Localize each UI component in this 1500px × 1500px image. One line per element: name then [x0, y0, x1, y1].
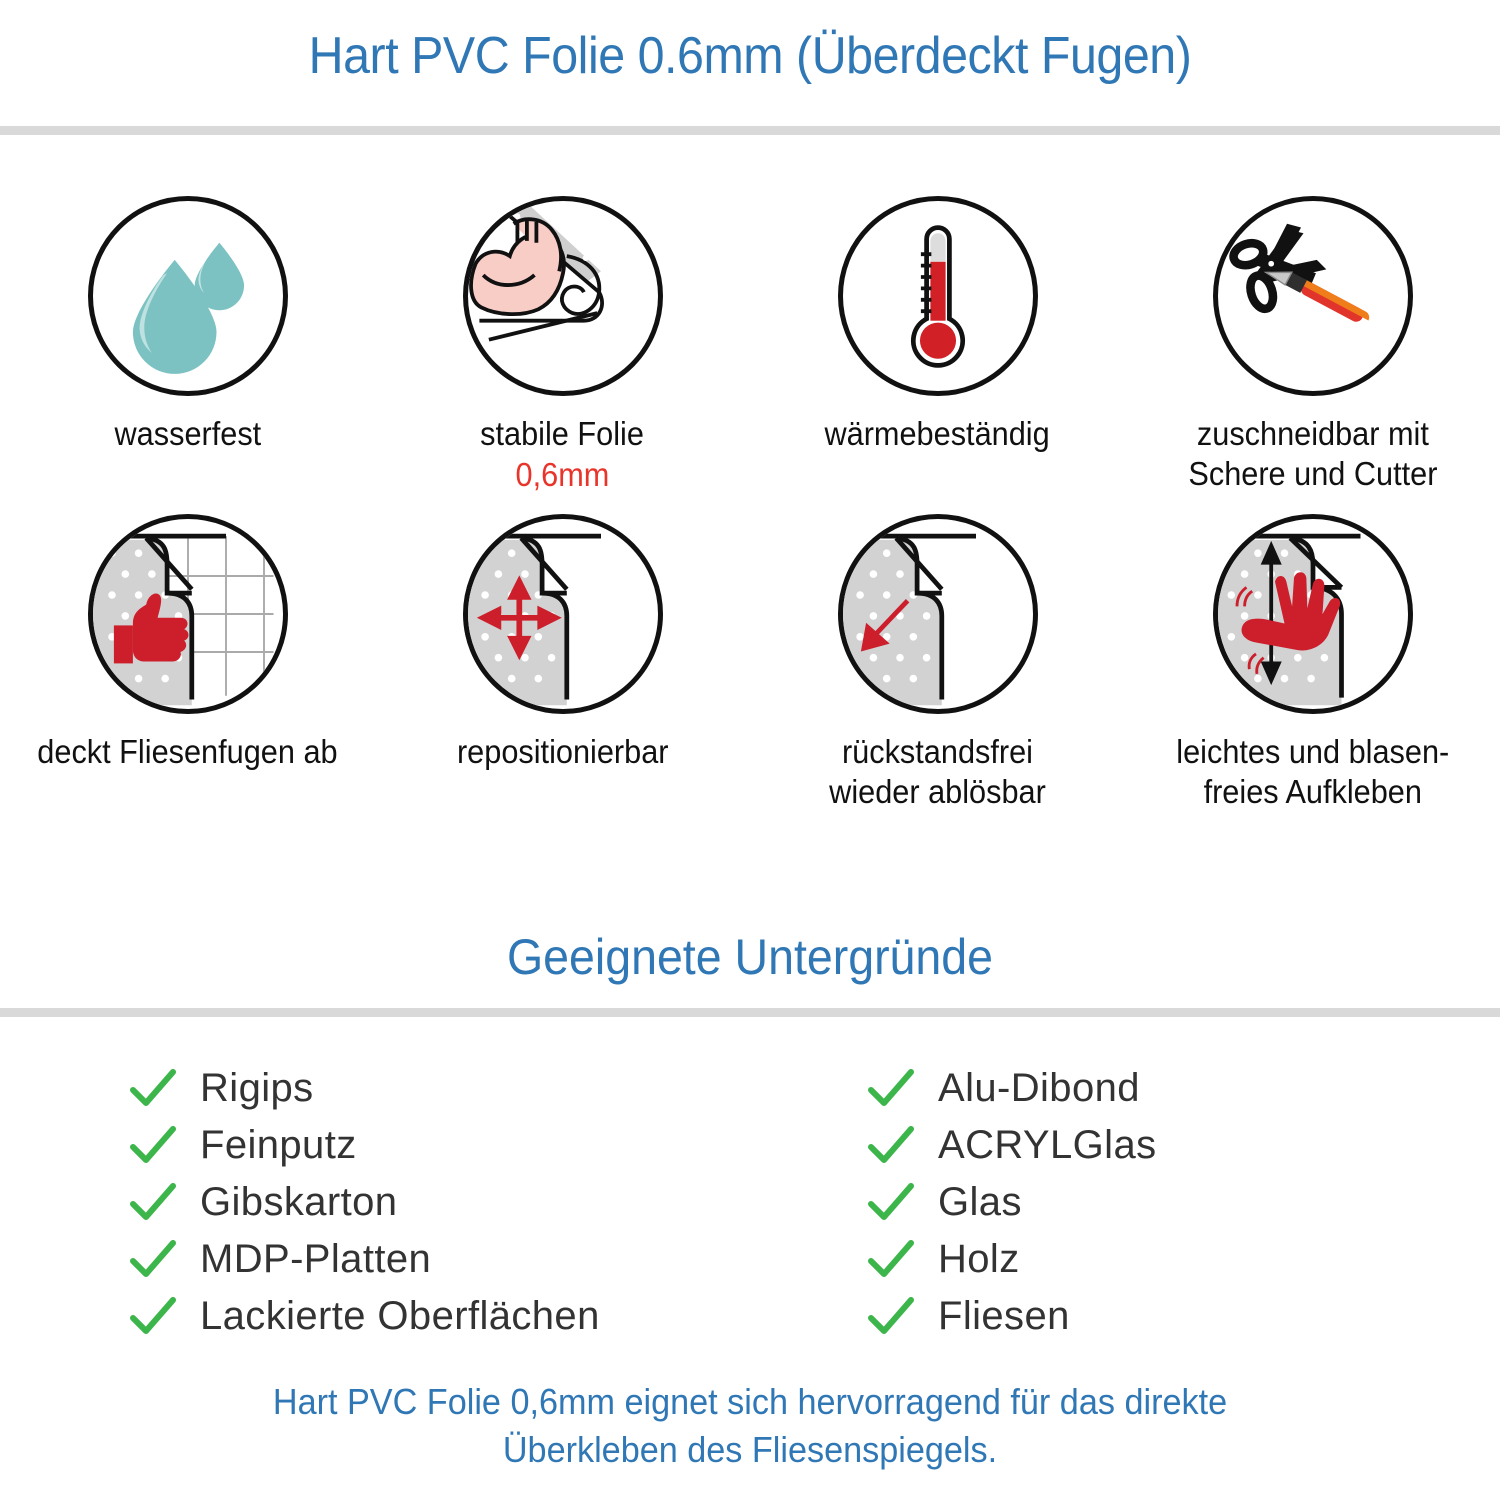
check-icon — [130, 1182, 176, 1224]
feature-wasserfest: wasserfest — [0, 196, 375, 496]
list-item: Fliesen — [868, 1288, 1500, 1345]
list-item: Gibskarton — [130, 1174, 750, 1231]
feature-deckt-fliesenfugen: deckt Fliesenfugen ab — [0, 513, 375, 813]
check-icon — [868, 1125, 914, 1167]
feature-sublabel-thickness: 0,6mm — [515, 456, 610, 494]
flexed-biceps-icon — [462, 196, 663, 396]
water-drops-icon — [87, 196, 288, 396]
list-item: Feinputz — [130, 1117, 750, 1174]
feature-waermebestaendig: wärmebeständig — [750, 196, 1125, 496]
feature-stabile-folie: stabile Folie 0,6mm — [375, 196, 750, 496]
divider-top — [0, 126, 1500, 135]
substrate-column-left: Rigips Feinputz Gibskarton MDP-Platten — [0, 1060, 750, 1345]
list-item: Lackierte Oberflächen — [130, 1288, 750, 1345]
thermometer-icon — [837, 196, 1038, 396]
substrate-label: MDP-Platten — [200, 1237, 432, 1281]
substrate-label: Glas — [938, 1180, 1022, 1224]
substrate-label: Lackierte Oberflächen — [200, 1294, 600, 1338]
list-item: Glas — [868, 1174, 1500, 1231]
feature-label: deckt Fliesenfugen ab — [37, 732, 338, 770]
list-item: Holz — [868, 1231, 1500, 1288]
smoothing-hand-icon — [1212, 513, 1413, 714]
list-item: MDP-Platten — [130, 1231, 750, 1288]
check-icon — [868, 1239, 914, 1281]
check-icon — [868, 1182, 914, 1224]
check-icon — [868, 1296, 914, 1338]
thumbs-up-tiles-icon — [87, 513, 288, 714]
feature-row-2: deckt Fliesenfugen ab — [0, 513, 1500, 813]
feature-label: repositionierbar — [456, 732, 669, 770]
substrates-heading: Geeignete Untergründe — [506, 929, 994, 985]
feature-repositionierbar: repositionierbar — [375, 513, 750, 813]
check-icon — [130, 1125, 176, 1167]
check-icon — [868, 1068, 914, 1110]
substrate-label: Fliesen — [938, 1294, 1070, 1338]
substrate-label: Rigips — [200, 1066, 314, 1110]
divider-middle — [0, 1008, 1500, 1017]
feature-label: wasserfest — [114, 415, 261, 452]
peel-arrow-icon — [837, 513, 1038, 714]
list-item: Alu-Dibond — [868, 1060, 1500, 1117]
four-way-arrow-icon — [462, 513, 663, 714]
list-item: Rigips — [130, 1060, 750, 1117]
list-item: ACRYLGlas — [868, 1117, 1500, 1174]
feature-rueckstandsfrei: rückstandsfrei wieder ablösbar — [750, 513, 1125, 813]
feature-label: rückstandsfrei wieder ablösbar — [829, 732, 1046, 810]
feature-label: wärmebeständig — [824, 415, 1051, 452]
feature-label: zuschneidbar mit Schere und Cutter — [1187, 415, 1438, 493]
substrate-label: Feinputz — [200, 1123, 357, 1167]
substrates-checklists: Rigips Feinputz Gibskarton MDP-Platten — [0, 1060, 1500, 1345]
substrate-label: Alu-Dibond — [938, 1066, 1140, 1110]
substrate-label: ACRYLGlas — [938, 1123, 1157, 1167]
feature-leichtes-aufkleben: leichtes und blasen- freies Aufkleben — [1125, 513, 1500, 813]
scissors-cutter-icon — [1212, 196, 1413, 396]
footer-note: Hart PVC Folie 0,6mm eignet sich hervorr… — [272, 1381, 1228, 1471]
feature-label: leichtes und blasen- freies Aufkleben — [1176, 732, 1449, 810]
feature-row-1: wasserfest — [0, 196, 1500, 496]
check-icon — [130, 1068, 176, 1110]
feature-grid: wasserfest — [0, 196, 1500, 812]
feature-label: stabile Folie — [480, 415, 645, 452]
check-icon — [130, 1239, 176, 1281]
feature-zuschneidbar: zuschneidbar mit Schere und Cutter — [1125, 196, 1500, 496]
page-title: Hart PVC Folie 0.6mm (Überdeckt Fugen) — [308, 27, 1192, 85]
substrate-label: Gibskarton — [200, 1180, 398, 1224]
check-icon — [130, 1296, 176, 1338]
substrate-label: Holz — [938, 1237, 1020, 1281]
substrate-column-right: Alu-Dibond ACRYLGlas Glas Holz — [750, 1060, 1500, 1345]
